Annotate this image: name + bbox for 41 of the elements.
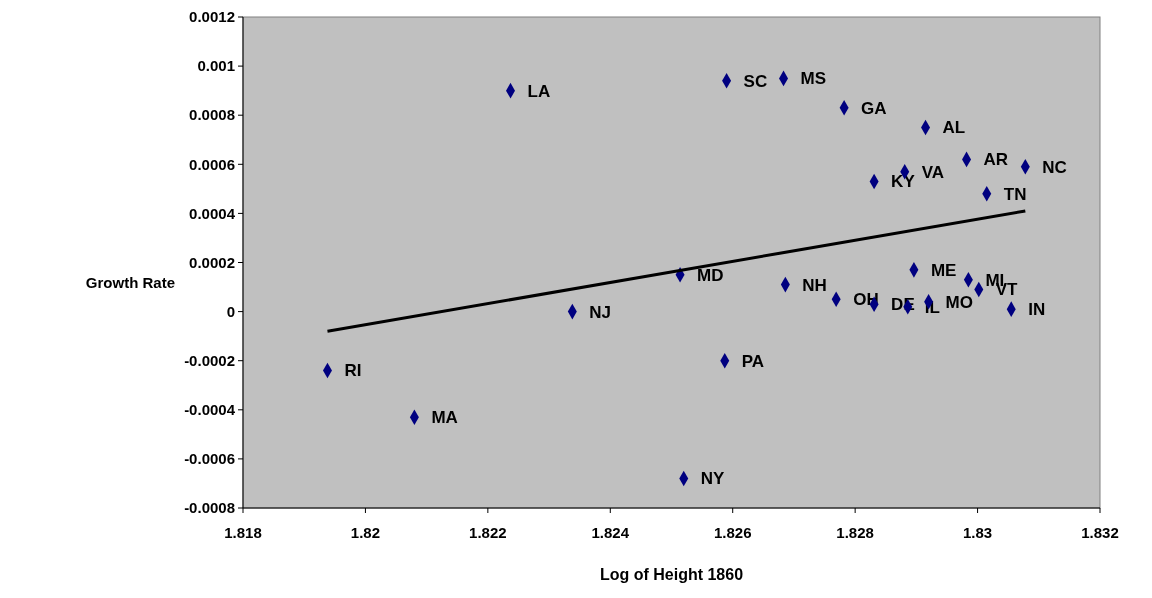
annotation: AR: [983, 150, 1009, 170]
annotation: MD: [697, 265, 724, 285]
y-tick-label: -0.0004: [184, 401, 236, 419]
y-tick-label: 0.0006: [189, 155, 235, 173]
y-tick-label: 0.0004: [189, 204, 236, 222]
annotation: TN: [1003, 184, 1027, 204]
annotation: ME: [930, 260, 957, 280]
annotation: RI: [344, 361, 362, 381]
annotation: GA: [861, 98, 887, 118]
annotation: MS: [800, 69, 827, 89]
y-tick-label: 0: [226, 302, 235, 320]
annotation: NC: [1042, 157, 1067, 177]
annotation: NY: [700, 469, 726, 489]
y-tick-label: -0.0006: [184, 450, 235, 468]
annotation: NH: [802, 275, 827, 295]
y-tick-label: 0.0002: [189, 253, 235, 271]
y-tick-label: -0.0008: [184, 499, 235, 517]
annotation: VA: [921, 162, 945, 182]
y-tick-label: 0.0008: [189, 106, 235, 124]
x-tick-label: 1.832: [1081, 524, 1119, 541]
annotation: AL: [942, 118, 966, 138]
annotation: MA: [431, 408, 458, 428]
y-tick-label: -0.0002: [184, 351, 235, 369]
y-tick-label: 0.001: [197, 57, 235, 75]
x-tick-label: 1.822: [469, 524, 507, 541]
x-axis-title: Log of Height 1860: [599, 566, 744, 583]
x-tick-label: 1.826: [713, 524, 752, 541]
annotation: MO: [945, 292, 973, 312]
x-tick-label: 1.818: [224, 524, 262, 541]
x-tick-label: 1.828: [836, 524, 874, 541]
annotation: NJ: [589, 302, 612, 322]
x-tick-label: 1.83: [962, 524, 993, 541]
annotation: KY: [891, 172, 916, 192]
x-tick-label: 1.824: [591, 524, 630, 541]
annotation: IN: [1028, 300, 1046, 320]
y-axis-title: Growth Rate: [85, 273, 175, 291]
y-tick-label: 0.0012: [189, 8, 235, 26]
annotation: SC: [743, 71, 768, 91]
x-tick-label: 1.82: [350, 524, 381, 541]
annotation: PA: [741, 351, 765, 371]
annotation: LA: [527, 81, 551, 101]
